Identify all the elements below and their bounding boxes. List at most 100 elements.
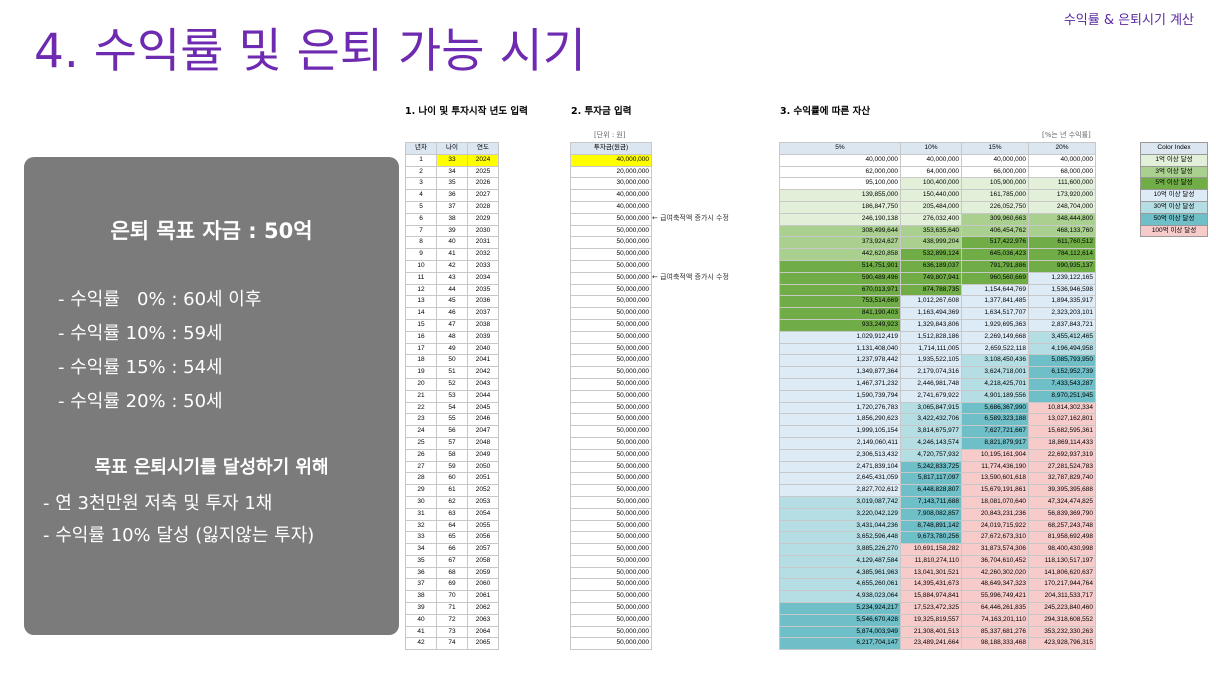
cell-year_index: 27	[405, 460, 437, 474]
table-row: 50,000,000	[570, 330, 652, 344]
cell-principal: 30,000,000	[570, 177, 652, 191]
table-row: 6,217,704,147 23,489,241,664 98,188,333,46…	[779, 637, 1096, 651]
cell-year: 2054	[467, 507, 499, 521]
cell-year_index: 15	[405, 318, 437, 332]
cell-age: 74	[436, 637, 468, 651]
cell-asset: 309,960,663	[961, 212, 1029, 226]
cell-asset: 85,337,681,276	[961, 625, 1029, 639]
cell-asset: 19,325,819,557	[900, 613, 962, 627]
cell-age: 39	[436, 224, 468, 238]
cell-asset: 32,787,829,740	[1028, 472, 1096, 486]
cell-principal: 50,000,000	[570, 271, 652, 285]
cell-age: 50	[436, 354, 468, 368]
cell-age: 60	[436, 472, 468, 486]
cell-principal: 50,000,000	[570, 554, 652, 568]
cell-asset: 2,645,431,059	[779, 472, 901, 486]
table-row: 186,847,750 205,484,000 226,052,750 248,704…	[779, 200, 1096, 214]
cell-principal: 50,000,000	[570, 602, 652, 615]
table-row: 40,000,000 40,000,000 40,000,000 40,000,000	[779, 153, 1096, 167]
cell-asset: 2,741,679,922	[900, 389, 962, 403]
table-row: 14 46 2037	[405, 307, 499, 320]
cell-year: 2024	[467, 153, 499, 167]
table-row: 50,000,000	[570, 259, 652, 273]
cell-age: 66	[436, 543, 468, 556]
slide-title: 4. 수익률 및 은퇴 가능 시기	[34, 24, 586, 79]
cell-year_index: 37	[405, 578, 437, 592]
table-row: 50,000,000	[570, 377, 652, 391]
cell-year_index: 31	[405, 507, 437, 521]
cell-year_index: 29	[405, 484, 437, 497]
legend-item: 5억 이상 달성	[1140, 177, 1208, 191]
corner-label: 수익률 & 은퇴시기 계산	[1063, 13, 1194, 28]
table-row: 1,590,739,794 2,741,679,922 4,901,189,556 8…	[779, 389, 1096, 403]
cell-year_index: 25	[405, 436, 437, 450]
cell-year: 2033	[467, 259, 499, 273]
table-row: 31 63 2054	[405, 507, 499, 521]
cell-year: 2037	[467, 307, 499, 320]
section3-heading: 3. 수익률에 따른 자산	[780, 106, 871, 117]
cell-year: 2027	[467, 189, 499, 202]
cell-asset: 406,454,762	[961, 224, 1029, 238]
cell-year: 2043	[467, 377, 499, 391]
table-row: 2,471,839,104 5,242,833,725 11,774,436,190…	[779, 460, 1096, 474]
cell-asset: 74,163,201,110	[961, 613, 1029, 627]
table-row: 5,234,924,217 17,523,472,325 64,446,261,83…	[779, 602, 1096, 615]
cell-asset: 66,000,000	[961, 165, 1029, 179]
table-row: 42 74 2065	[405, 637, 499, 651]
cell-asset: 1,239,122,165	[1028, 271, 1096, 285]
cell-year_index: 14	[405, 307, 437, 320]
table-row: 62,000,000 64,000,000 66,000,000 68,000,000	[779, 165, 1096, 179]
cell-asset: 1,012,267,608	[900, 295, 962, 309]
table-row: 36 68 2059	[405, 566, 499, 580]
table-row: 50,000,000	[570, 342, 652, 356]
legend-row: 10억 이상 달성	[1140, 189, 1208, 202]
table-row: 50,000,000	[570, 472, 652, 486]
legend-item: 30억 이상 달성	[1140, 200, 1208, 214]
cell-asset: 55,996,749,421	[961, 590, 1029, 604]
cell-asset: 2,446,981,748	[900, 377, 962, 391]
cell-asset: 20,843,231,236	[961, 507, 1029, 521]
table-row: 10 42 2033	[405, 259, 499, 273]
cell-asset: 517,422,976	[961, 236, 1029, 250]
table-row: 50,000,000	[570, 460, 652, 474]
cell-principal: 50,000,000	[570, 248, 652, 261]
cell-principal: 50,000,000	[570, 295, 652, 309]
cell-principal: 50,000,000	[570, 448, 652, 462]
cell-year: 2057	[467, 543, 499, 556]
legend-item: 1억 이상 달성	[1140, 153, 1208, 167]
cell-asset: 1,512,828,186	[900, 330, 962, 344]
cell-asset: 245,223,840,460	[1028, 602, 1096, 615]
cell-principal: 50,000,000	[570, 342, 652, 356]
cell-asset: 27,672,673,310	[961, 531, 1029, 545]
cell-age: 72	[436, 613, 468, 627]
table-row: 514,751,901 636,189,037 791,791,886 990,935…	[779, 259, 1096, 273]
cell-age: 63	[436, 507, 468, 521]
table-row: 2,645,431,059 5,817,117,097 13,590,601,618…	[779, 472, 1096, 486]
cell-asset: 784,112,614	[1028, 248, 1096, 261]
table-row: 1,349,877,364 2,179,074,316 3,624,718,001 6…	[779, 366, 1096, 379]
cell-asset: 3,652,596,448	[779, 531, 901, 545]
cell-age: 48	[436, 330, 468, 344]
col-header: 나이	[436, 142, 468, 155]
table-row: 16 48 2039	[405, 330, 499, 344]
cell-asset: 10,814,302,334	[1028, 401, 1096, 415]
cell-asset: 4,246,143,574	[900, 436, 962, 450]
col-header: 20%	[1028, 142, 1096, 155]
cell-asset: 2,659,522,118	[961, 342, 1029, 356]
table-row: 50,000,000	[570, 495, 652, 509]
table-row: 2,827,702,612 6,448,828,807 15,679,191,861…	[779, 484, 1096, 497]
cell-year: 2063	[467, 613, 499, 627]
table-row: 50,000,000	[570, 389, 652, 403]
table-row: 20,000,000	[570, 165, 652, 179]
section2-heading: 2. 투자금 입력	[571, 106, 632, 117]
cell-year: 2025	[467, 165, 499, 179]
table-row: 50,000,000	[570, 307, 652, 320]
cell-asset: 8,748,891,142	[900, 519, 962, 533]
table-row: 18 50 2041	[405, 354, 499, 368]
cell-asset: 139,855,000	[779, 189, 901, 202]
cell-asset: 11,774,436,190	[961, 460, 1029, 474]
cell-asset: 1,131,408,040	[779, 342, 901, 356]
cell-asset: 4,938,023,064	[779, 590, 901, 604]
table-row: 442,620,858 532,899,124 645,036,423 784,112…	[779, 248, 1096, 261]
cell-asset: 5,686,367,990	[961, 401, 1029, 415]
